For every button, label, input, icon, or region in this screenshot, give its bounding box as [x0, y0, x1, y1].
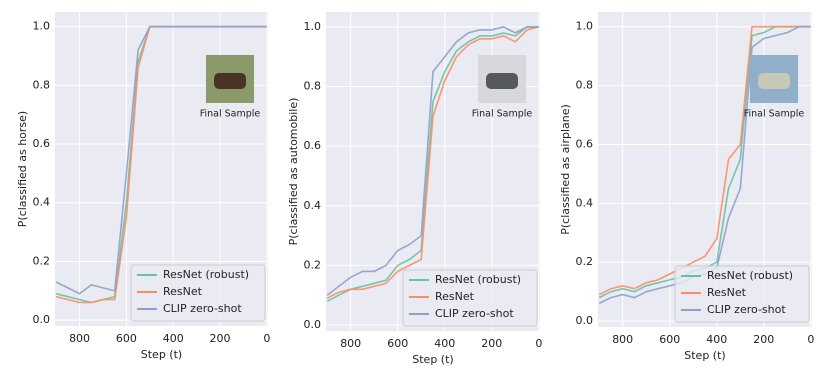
- x-tick-label: 400: [163, 332, 184, 345]
- y-tick-label: 0.0: [304, 318, 322, 331]
- x-axis-label: Step (t): [412, 353, 453, 366]
- x-tick-label: 200: [753, 333, 774, 346]
- y-axis-label: P(classified as horse): [16, 111, 29, 227]
- series-line: [326, 26, 539, 299]
- series-line: [326, 26, 539, 302]
- y-tick-label: 0.2: [304, 258, 322, 271]
- y-tick-label: 0.4: [304, 199, 322, 212]
- y-tick-label: 0.6: [33, 137, 51, 150]
- panel: 0.0 0.2 0.4 0.6 0.8 1.0 800 600 400 200 0 Step (t) P…: [559, 12, 814, 362]
- x-tick-label: 800: [340, 337, 361, 350]
- series-line: [326, 26, 539, 296]
- x-tick-label: 800: [612, 333, 633, 346]
- annotation: Final Sample: [472, 109, 533, 120]
- annotation: Final Sample: [200, 109, 261, 120]
- y-tick-label: 0.8: [576, 79, 594, 92]
- y-tick-label: 0.6: [576, 137, 594, 150]
- legend-box: [674, 265, 810, 323]
- y-tick-label: 0.2: [33, 254, 51, 267]
- y-tick-label: 0.6: [304, 139, 322, 152]
- legend-label: ResNet (robust): [163, 268, 249, 281]
- y-tick-label: 0.0: [33, 313, 51, 326]
- y-tick-label: 0.8: [304, 80, 322, 93]
- series-line: [598, 25, 811, 296]
- y-tick-label: 0.4: [33, 196, 51, 209]
- x-tick-label: 600: [116, 332, 137, 345]
- x-tick-label: 400: [706, 333, 727, 346]
- x-tick-label: 200: [210, 332, 231, 345]
- legend-label: CLIP zero-shot: [707, 303, 786, 316]
- y-tick-label: 0.0: [576, 314, 594, 327]
- y-axis-label: P(classified as airplane): [559, 104, 572, 235]
- x-axis-label: Step (t): [684, 349, 725, 362]
- x-axis-label: Step (t): [141, 348, 182, 361]
- series-line: [55, 25, 267, 295]
- x-tick-label: 200: [481, 337, 502, 350]
- legend-label: CLIP zero-shot: [163, 302, 242, 315]
- panel: 0.0 0.2 0.4 0.6 0.8 1.0 800 600 400 200 0 Step (t) P…: [287, 12, 542, 366]
- x-tick-label: 0: [535, 337, 542, 350]
- legend-label: ResNet: [435, 290, 475, 303]
- legend-label: ResNet (robust): [435, 273, 521, 286]
- annotation: Final Sample: [744, 109, 805, 120]
- legend-label: ResNet (robust): [707, 269, 793, 282]
- y-tick-label: 1.0: [576, 20, 594, 33]
- legend-label: ResNet: [163, 285, 203, 298]
- sample-image-object: [758, 73, 790, 89]
- x-tick-label: 600: [659, 333, 680, 346]
- sample-image-object: [214, 73, 246, 89]
- x-tick-label: 600: [387, 337, 408, 350]
- y-tick-label: 0.2: [576, 255, 594, 268]
- y-axis-label: P(classified as automobile): [287, 98, 300, 246]
- panel: 0.0 0.2 0.4 0.6 0.8 1.0 800 600 400 200 0 Step (t) P…: [16, 12, 270, 361]
- legend-box: [130, 264, 266, 322]
- y-tick-label: 0.4: [576, 196, 594, 209]
- x-tick-label: 0: [807, 333, 814, 346]
- y-tick-label: 1.0: [304, 20, 322, 33]
- sample-image-object: [486, 73, 518, 89]
- y-tick-label: 1.0: [33, 20, 51, 33]
- legend-label: ResNet: [707, 286, 747, 299]
- x-tick-label: 0: [263, 332, 270, 345]
- x-tick-label: 800: [69, 332, 90, 345]
- legend-box: [402, 269, 538, 327]
- legend-label: CLIP zero-shot: [435, 307, 514, 320]
- y-tick-label: 0.8: [33, 78, 51, 91]
- x-tick-label: 400: [434, 337, 455, 350]
